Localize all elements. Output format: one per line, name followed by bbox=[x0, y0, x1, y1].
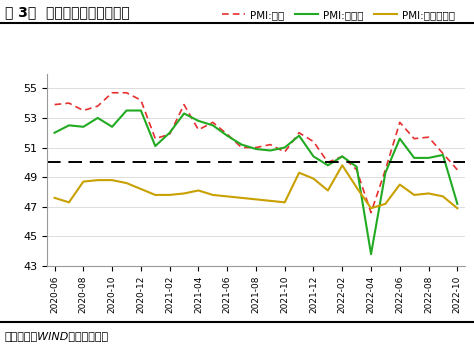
PMI:采购量 bbox=[124, 108, 129, 113]
PMI:原材料库存 bbox=[455, 206, 460, 210]
PMI:采购量 bbox=[138, 108, 144, 113]
PMI:原材料库存 bbox=[253, 197, 259, 202]
PMI:采购量 bbox=[368, 252, 374, 256]
PMI:生产 bbox=[138, 98, 144, 102]
PMI:采购量 bbox=[339, 154, 345, 159]
PMI:采购量 bbox=[397, 136, 402, 141]
PMI:原材料库存 bbox=[282, 200, 288, 204]
PMI:原材料库存 bbox=[339, 163, 345, 167]
PMI:原材料库存 bbox=[267, 199, 273, 203]
PMI:原材料库存 bbox=[368, 206, 374, 210]
PMI:采购量 bbox=[296, 134, 302, 138]
PMI:生产 bbox=[210, 120, 216, 125]
PMI:生产 bbox=[109, 91, 115, 95]
PMI:生产 bbox=[383, 168, 388, 172]
PMI:生产 bbox=[296, 131, 302, 135]
PMI:生产 bbox=[426, 135, 431, 139]
PMI:采购量 bbox=[66, 123, 72, 127]
PMI:生产 bbox=[455, 168, 460, 172]
PMI:原材料库存 bbox=[426, 191, 431, 196]
PMI:生产 bbox=[153, 136, 158, 141]
PMI:采购量 bbox=[282, 146, 288, 150]
PMI:生产 bbox=[239, 146, 245, 150]
PMI:原材料库存 bbox=[310, 176, 316, 181]
PMI:生产 bbox=[397, 120, 402, 125]
PMI:生产 bbox=[354, 168, 359, 172]
PMI:原材料库存 bbox=[153, 193, 158, 197]
Legend: PMI:生产, PMI:采购量, PMI:原材料库存: PMI:生产, PMI:采购量, PMI:原材料库存 bbox=[218, 6, 459, 24]
PMI:采购量 bbox=[52, 131, 57, 135]
PMI:采购量 bbox=[267, 148, 273, 153]
PMI:生产 bbox=[267, 142, 273, 147]
PMI:生产 bbox=[181, 103, 187, 107]
PMI:生产 bbox=[95, 104, 100, 108]
Line: PMI:采购量: PMI:采购量 bbox=[55, 111, 457, 254]
PMI:原材料库存 bbox=[411, 193, 417, 197]
PMI:采购量 bbox=[239, 142, 245, 147]
PMI:原材料库存 bbox=[124, 181, 129, 185]
PMI:采购量 bbox=[109, 125, 115, 129]
PMI:采购量 bbox=[153, 144, 158, 148]
PMI:采购量 bbox=[196, 119, 201, 123]
PMI:生产 bbox=[253, 146, 259, 150]
PMI:生产 bbox=[325, 160, 331, 164]
PMI:原材料库存 bbox=[440, 194, 446, 198]
PMI:生产 bbox=[310, 140, 316, 144]
PMI:采购量 bbox=[383, 170, 388, 175]
PMI:原材料库存 bbox=[239, 196, 245, 200]
PMI:生产 bbox=[368, 211, 374, 215]
PMI:采购量 bbox=[253, 147, 259, 151]
PMI:生产 bbox=[224, 132, 230, 136]
PMI:采购量 bbox=[455, 202, 460, 206]
PMI:采购量 bbox=[426, 156, 431, 160]
PMI:原材料库存 bbox=[325, 188, 331, 193]
PMI:原材料库存 bbox=[210, 193, 216, 197]
Text: 资料来源：WIND，财信研究院: 资料来源：WIND，财信研究院 bbox=[5, 331, 109, 341]
PMI:生产 bbox=[440, 151, 446, 155]
PMI:生产 bbox=[66, 101, 72, 105]
PMI:采购量 bbox=[310, 154, 316, 159]
PMI:原材料库存 bbox=[354, 186, 359, 190]
PMI:生产 bbox=[124, 91, 129, 95]
PMI:生产 bbox=[81, 108, 86, 113]
PMI:原材料库存 bbox=[296, 170, 302, 175]
PMI:原材料库存 bbox=[52, 196, 57, 200]
PMI:原材料库存 bbox=[167, 193, 173, 197]
PMI:采购量 bbox=[95, 116, 100, 120]
PMI:生产 bbox=[282, 150, 288, 154]
PMI:生产 bbox=[196, 128, 201, 132]
PMI:采购量 bbox=[224, 134, 230, 138]
PMI:原材料库存 bbox=[81, 180, 86, 184]
PMI:生产 bbox=[167, 132, 173, 136]
PMI:采购量 bbox=[181, 111, 187, 116]
PMI:原材料库存 bbox=[224, 194, 230, 198]
PMI:采购量 bbox=[411, 156, 417, 160]
PMI:原材料库存 bbox=[66, 200, 72, 204]
Line: PMI:生产: PMI:生产 bbox=[55, 93, 457, 213]
PMI:原材料库存 bbox=[196, 188, 201, 193]
PMI:原材料库存 bbox=[109, 178, 115, 182]
PMI:生产 bbox=[411, 136, 417, 141]
PMI:采购量 bbox=[354, 165, 359, 169]
PMI:原材料库存 bbox=[181, 191, 187, 196]
PMI:采购量 bbox=[325, 163, 331, 167]
PMI:原材料库存 bbox=[95, 178, 100, 182]
PMI:采购量 bbox=[81, 125, 86, 129]
PMI:生产 bbox=[52, 103, 57, 107]
PMI:原材料库存 bbox=[383, 202, 388, 206]
PMI:采购量 bbox=[210, 123, 216, 127]
PMI:采购量 bbox=[167, 131, 173, 135]
PMI:生产 bbox=[339, 154, 345, 159]
PMI:采购量 bbox=[440, 153, 446, 157]
Text: 图 3：  制造业生产进一步回落: 图 3： 制造业生产进一步回落 bbox=[5, 5, 129, 19]
PMI:原材料库存 bbox=[138, 187, 144, 191]
PMI:原材料库存 bbox=[397, 182, 402, 187]
Line: PMI:原材料库存: PMI:原材料库存 bbox=[55, 165, 457, 208]
